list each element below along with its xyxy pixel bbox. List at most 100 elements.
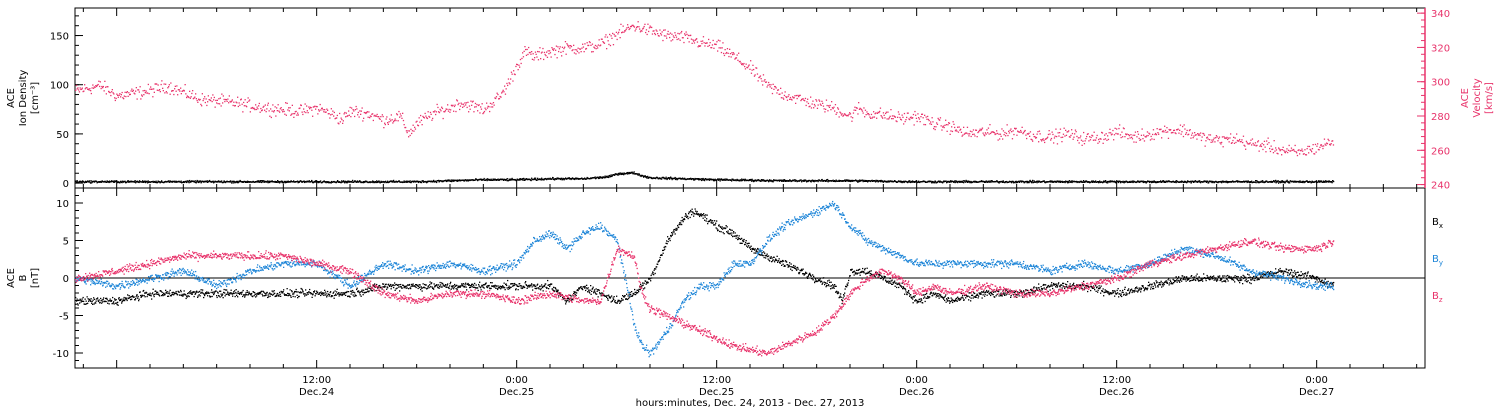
data-point bbox=[76, 180, 78, 182]
data-point bbox=[576, 50, 579, 53]
data-point bbox=[1117, 180, 1119, 182]
data-point bbox=[1017, 131, 1020, 133]
data-point bbox=[640, 29, 642, 32]
data-point bbox=[324, 294, 326, 296]
data-point bbox=[704, 179, 706, 182]
data-point bbox=[951, 130, 954, 133]
data-point bbox=[977, 131, 979, 134]
data-point bbox=[1161, 131, 1164, 133]
data-point bbox=[538, 51, 540, 53]
data-point bbox=[769, 179, 771, 181]
data-point bbox=[803, 99, 805, 101]
data-point bbox=[591, 51, 593, 53]
data-point bbox=[885, 112, 887, 115]
data-point bbox=[850, 180, 852, 183]
data-point bbox=[862, 112, 864, 114]
data-point bbox=[351, 181, 353, 183]
data-point bbox=[277, 295, 279, 297]
data-point bbox=[101, 85, 103, 88]
data-point bbox=[1187, 134, 1189, 136]
data-point bbox=[281, 181, 283, 184]
data-point bbox=[897, 116, 899, 118]
data-point bbox=[187, 292, 189, 295]
data-point bbox=[1271, 148, 1273, 151]
data-point bbox=[112, 92, 114, 94]
data-point bbox=[345, 180, 347, 182]
data-point bbox=[1197, 133, 1199, 135]
data-point bbox=[130, 296, 132, 298]
data-point bbox=[282, 111, 284, 113]
data-point bbox=[1176, 180, 1178, 182]
data-point bbox=[806, 101, 808, 103]
data-point bbox=[456, 100, 459, 102]
data-point bbox=[231, 292, 233, 294]
data-point bbox=[1027, 133, 1029, 135]
data-point bbox=[876, 112, 879, 114]
data-point bbox=[1129, 137, 1131, 139]
data-point bbox=[1309, 148, 1311, 151]
data-point bbox=[730, 179, 732, 181]
data-point bbox=[266, 291, 268, 294]
data-point bbox=[954, 181, 956, 184]
data-point bbox=[271, 293, 273, 296]
data-point bbox=[631, 172, 633, 174]
data-point bbox=[403, 181, 405, 183]
data-point bbox=[328, 293, 330, 295]
data-point bbox=[1161, 181, 1163, 183]
data-point bbox=[974, 135, 976, 137]
data-point bbox=[290, 180, 292, 183]
data-point bbox=[412, 124, 414, 126]
data-point bbox=[184, 84, 186, 86]
data-point bbox=[1171, 131, 1173, 134]
data-point bbox=[1279, 150, 1281, 152]
data-point bbox=[1032, 179, 1034, 182]
data-point bbox=[702, 40, 704, 42]
data-point bbox=[556, 57, 558, 59]
data-point bbox=[403, 180, 405, 182]
data-point bbox=[1164, 129, 1167, 132]
data-point bbox=[1069, 136, 1071, 138]
data-point bbox=[233, 182, 235, 184]
data-point bbox=[828, 105, 830, 107]
data-point bbox=[303, 111, 305, 113]
data-point bbox=[207, 101, 209, 103]
data-point bbox=[329, 117, 331, 119]
data-point bbox=[82, 296, 84, 299]
data-point bbox=[1290, 147, 1293, 149]
bottom-y-tick-label: 0 bbox=[63, 274, 69, 285]
data-point bbox=[336, 291, 338, 293]
data-point bbox=[584, 177, 586, 179]
data-point bbox=[727, 52, 729, 54]
data-point bbox=[223, 288, 225, 291]
data-point bbox=[300, 287, 302, 290]
data-point bbox=[685, 31, 687, 33]
data-point bbox=[691, 178, 693, 181]
data-point bbox=[693, 178, 695, 180]
data-point bbox=[492, 102, 495, 104]
data-point bbox=[609, 174, 611, 177]
data-point bbox=[519, 58, 522, 61]
data-point bbox=[376, 181, 378, 184]
data-point bbox=[92, 84, 94, 86]
data-point bbox=[106, 298, 108, 300]
data-point bbox=[1267, 137, 1269, 139]
data-point bbox=[303, 180, 305, 182]
data-point bbox=[1015, 127, 1017, 130]
data-point bbox=[892, 118, 894, 120]
data-point bbox=[1082, 181, 1084, 183]
data-point bbox=[788, 94, 790, 96]
data-point bbox=[915, 181, 917, 183]
data-point bbox=[117, 301, 119, 303]
data-point bbox=[353, 181, 355, 183]
data-point bbox=[1190, 180, 1192, 182]
data-point bbox=[692, 39, 694, 41]
data-point bbox=[747, 65, 750, 67]
data-point bbox=[834, 104, 837, 106]
data-point bbox=[632, 24, 634, 26]
data-point bbox=[1255, 180, 1257, 182]
data-point bbox=[805, 180, 807, 182]
data-point bbox=[90, 180, 92, 182]
data-point bbox=[444, 110, 447, 112]
data-point bbox=[106, 297, 108, 299]
data-point bbox=[183, 90, 185, 92]
